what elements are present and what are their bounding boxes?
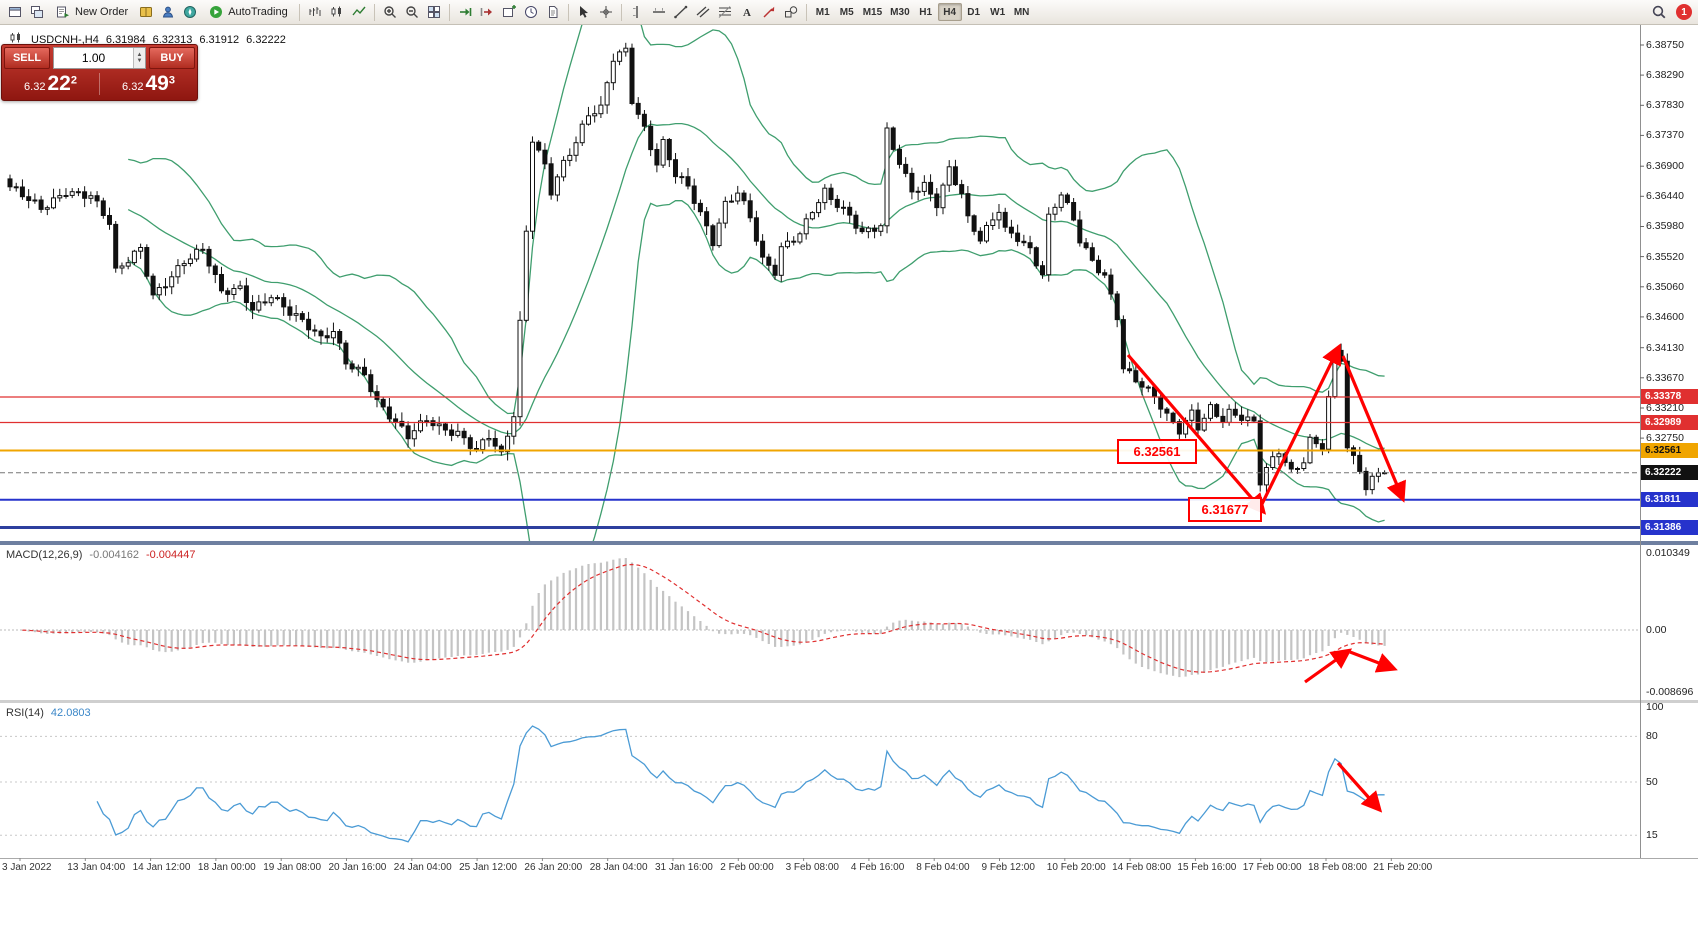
- toolbar-separator: [448, 3, 450, 21]
- arrows-icon[interactable]: [758, 2, 780, 22]
- toolbar-separator: [567, 3, 569, 21]
- text-icon[interactable]: A: [736, 2, 758, 22]
- cursor-icon[interactable]: [573, 2, 595, 22]
- candlestick-chart-icon[interactable]: [326, 2, 348, 22]
- timeframe-h4-button[interactable]: H4: [937, 3, 962, 21]
- templates-icon[interactable]: [542, 2, 564, 22]
- timeframe-mn-button[interactable]: MN: [1013, 6, 1030, 18]
- data-window-icon[interactable]: [157, 2, 179, 22]
- tile-windows-icon[interactable]: [423, 2, 445, 22]
- timeframe-m15-button[interactable]: M15: [862, 6, 883, 18]
- bar-chart-icon[interactable]: [304, 2, 326, 22]
- volume-increase-button[interactable]: ▲: [136, 52, 143, 58]
- search-icon[interactable]: [1648, 2, 1670, 22]
- toolbar-separator: [298, 3, 300, 21]
- sell-button[interactable]: SELL: [4, 47, 50, 69]
- periods-icon[interactable]: [520, 2, 542, 22]
- new-window-icon[interactable]: [498, 2, 520, 22]
- toolbar-separator: [620, 3, 622, 21]
- new-order-button[interactable]: New Order: [48, 2, 135, 22]
- volume-stepper: ▲ ▼: [133, 48, 145, 68]
- notification-badge[interactable]: 1: [1676, 4, 1692, 20]
- zoom-in-icon[interactable]: [379, 2, 401, 22]
- toolbar: New Order AutoTrading A M1 M5 M15 M30 H1 H4 D1 W1 M…: [0, 0, 1698, 25]
- buy-price[interactable]: 6.32493: [122, 71, 175, 95]
- crosshair-icon[interactable]: [595, 2, 617, 22]
- autotrading-button[interactable]: AutoTrading: [201, 2, 295, 22]
- timeframe-d1-button[interactable]: D1: [967, 6, 981, 18]
- line-chart-icon[interactable]: [348, 2, 370, 22]
- new-chart-icon[interactable]: [4, 2, 26, 22]
- price-divider: [99, 72, 100, 95]
- horizontal-line-icon[interactable]: [648, 2, 670, 22]
- toolbar-separator: [805, 3, 807, 21]
- equidistant-channel-icon[interactable]: [692, 2, 714, 22]
- shapes-icon[interactable]: [780, 2, 802, 22]
- fibonacci-icon[interactable]: [714, 2, 736, 22]
- timeframe-m30-button[interactable]: M30: [890, 6, 910, 18]
- timeframe-m5-button[interactable]: M5: [839, 6, 854, 18]
- buy-button[interactable]: BUY: [149, 47, 195, 69]
- navigator-icon[interactable]: [179, 2, 201, 22]
- trendline-icon[interactable]: [670, 2, 692, 22]
- volume-decrease-button[interactable]: ▼: [136, 58, 143, 64]
- timeframe-w1-button[interactable]: W1: [990, 6, 1006, 18]
- timeframe-h1-button[interactable]: H1: [919, 6, 933, 18]
- one-click-trading-panel: SELL ▲ ▼ BUY 6.32222 6.32493: [1, 44, 198, 101]
- volume-input[interactable]: [54, 48, 133, 68]
- timeframe-m1-button[interactable]: M1: [815, 6, 830, 18]
- vertical-line-icon[interactable]: [626, 2, 648, 22]
- volume-field: ▲ ▼: [53, 47, 146, 69]
- auto-scroll-icon[interactable]: [454, 2, 476, 22]
- market-watch-icon[interactable]: [135, 2, 157, 22]
- profiles-icon[interactable]: [26, 2, 48, 22]
- sell-price[interactable]: 6.32222: [24, 71, 77, 95]
- zoom-out-icon[interactable]: [401, 2, 423, 22]
- toolbar-separator: [373, 3, 375, 21]
- chart-shift-icon[interactable]: [476, 2, 498, 22]
- svg-text:A: A: [743, 7, 751, 19]
